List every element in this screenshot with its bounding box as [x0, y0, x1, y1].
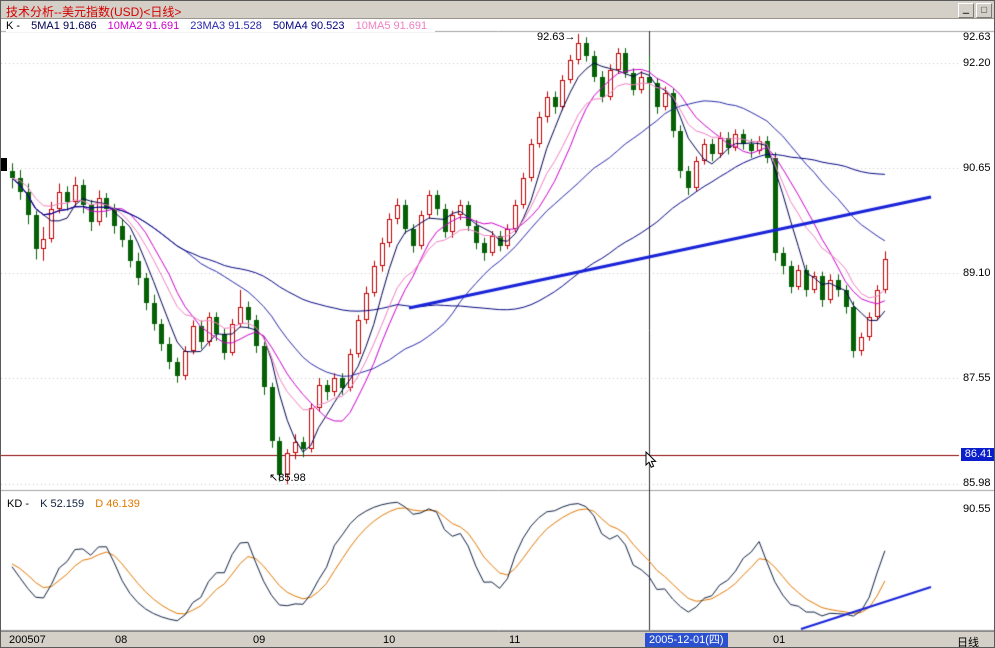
ma3-value: 91.528 [228, 20, 262, 32]
restore-icon[interactable]: ▢ [976, 3, 992, 18]
ma2-legend: 10MA2 91.691 [108, 20, 180, 32]
time-label: 10 [383, 634, 396, 646]
window-buttons: ▁ ▢ [958, 3, 992, 18]
ma5-value: 91.691 [393, 20, 428, 32]
time-label: 11 [509, 634, 521, 646]
price-tick: 92.20 [963, 57, 991, 69]
alert-price-badge: 86.41 [961, 448, 994, 461]
main-indicator-legend: K - 5MA1 91.686 10MA2 91.691 23MA3 91.52… [6, 20, 436, 32]
kd-d-label: D [95, 498, 104, 510]
time-label: 200507 [9, 634, 46, 646]
kd-indicator-legend: KD - K 52.159 D 46.139 [7, 498, 148, 510]
kd-k-label: K [40, 498, 48, 510]
ma1-value: 91.686 [62, 20, 97, 32]
window-title: 技术分析--美元指数(USD)<日线> [6, 5, 182, 19]
ma2-value: 91.691 [145, 20, 180, 32]
time-label: 08 [115, 634, 128, 646]
ma3-label: 23MA3 [190, 20, 226, 32]
legend-prefix: K - [6, 20, 21, 32]
kd-k-value: 52.159 [50, 498, 85, 510]
kd-legend-prefix: KD - [7, 498, 29, 510]
price-tick: 87.55 [963, 372, 991, 384]
selected-date-badge: 2005-12-01(四) [645, 633, 728, 647]
low-annotation: ↖85.98 [269, 471, 306, 484]
title-bar: 技术分析--美元指数(USD)<日线> ▁ ▢ [1, 1, 994, 19]
price-tick: 85.98 [963, 477, 991, 489]
high-annotation: 92.63→ [537, 31, 576, 43]
kd-d-legend: D 46.139 [95, 498, 140, 510]
kd-k-legend: K 52.159 [40, 498, 84, 510]
time-label: 01 [773, 634, 786, 646]
period-label: 日线 [957, 637, 979, 648]
price-tick: 92.63 [963, 31, 991, 43]
price-tick: 90.65 [963, 162, 991, 174]
ma5-legend: 10MA5 91.691 [356, 20, 428, 32]
ma2-label: 10MA2 [107, 20, 143, 32]
left-edge-marker [1, 158, 7, 171]
ma3-legend: 23MA3 91.528 [190, 20, 262, 32]
high-annotation-text: 92.63 [537, 31, 565, 43]
ma4-label: 50MA4 [272, 20, 308, 32]
time-axis-bar: 200507 08 09 10 11 2005-12-01(四) 01 日线 [1, 631, 994, 648]
ma5-label: 10MA5 [355, 20, 391, 32]
time-label: 09 [253, 634, 266, 646]
kd-d-value: 46.139 [106, 498, 140, 510]
ma1-legend: 5MA1 91.686 [31, 20, 96, 32]
minimize-icon[interactable]: ▁ [958, 3, 974, 18]
ma4-legend: 50MA4 90.523 [273, 20, 345, 32]
ma1-label: 5MA1 [31, 20, 60, 32]
low-annotation-text: 85.98 [278, 472, 306, 484]
kd-axis-label: 90.55 [963, 503, 991, 515]
mouse-cursor-icon [645, 450, 657, 474]
low-annotation-arrow-icon: ↖ [269, 472, 279, 484]
ma4-value: 90.523 [310, 20, 345, 32]
high-annotation-arrow-icon: → [564, 31, 576, 43]
price-tick: 89.10 [963, 267, 991, 279]
